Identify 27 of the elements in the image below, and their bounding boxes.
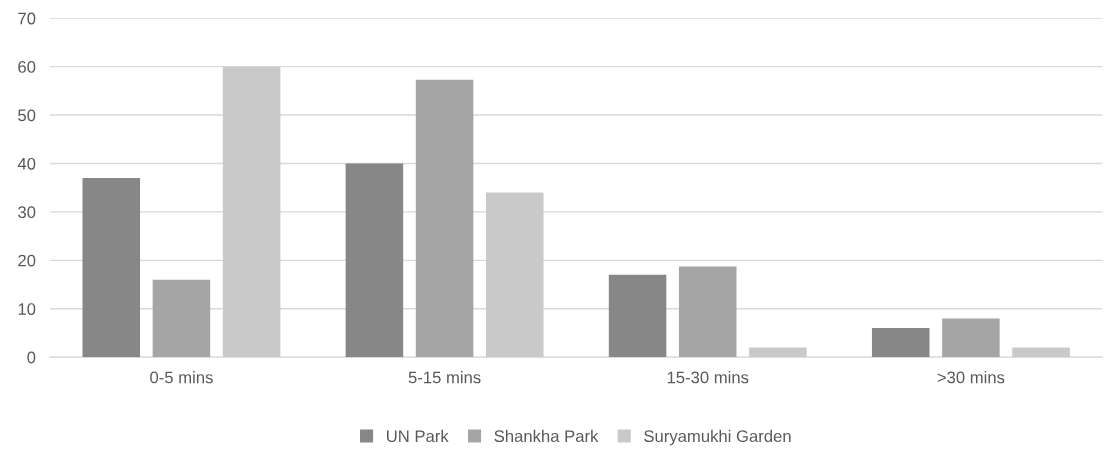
y-tick-label: 50	[18, 109, 36, 122]
y-tick-label: 70	[18, 12, 36, 25]
x-tick-label: 5-15 mins	[408, 371, 481, 384]
bar	[222, 66, 281, 358]
legend-label: Suryamukhi Garden	[644, 429, 791, 446]
y-tick-label: 30	[18, 206, 36, 219]
bar	[152, 279, 211, 358]
bar	[345, 163, 404, 358]
x-tick-label: 15-30 mins	[667, 371, 749, 384]
bar	[871, 328, 930, 358]
y-tick-label: 0	[27, 351, 36, 364]
y-tick-label: 20	[18, 254, 36, 267]
bar	[749, 347, 807, 358]
y-tick-label: 60	[18, 61, 36, 73]
legend-label: UN Park	[387, 429, 449, 443]
bar	[608, 274, 667, 358]
y-tick-label: 10	[18, 303, 36, 315]
bar	[942, 318, 1000, 358]
bar	[485, 192, 544, 358]
y-tick-label: 40	[17, 157, 36, 170]
bar	[678, 266, 737, 358]
x-tick-label: 0-5 mins	[150, 371, 213, 384]
x-tick-label: >30 mins	[937, 371, 1005, 384]
bar	[415, 79, 474, 358]
bar	[1012, 347, 1070, 358]
bar	[82, 178, 141, 358]
legend-label: Shankha Park	[494, 429, 599, 443]
